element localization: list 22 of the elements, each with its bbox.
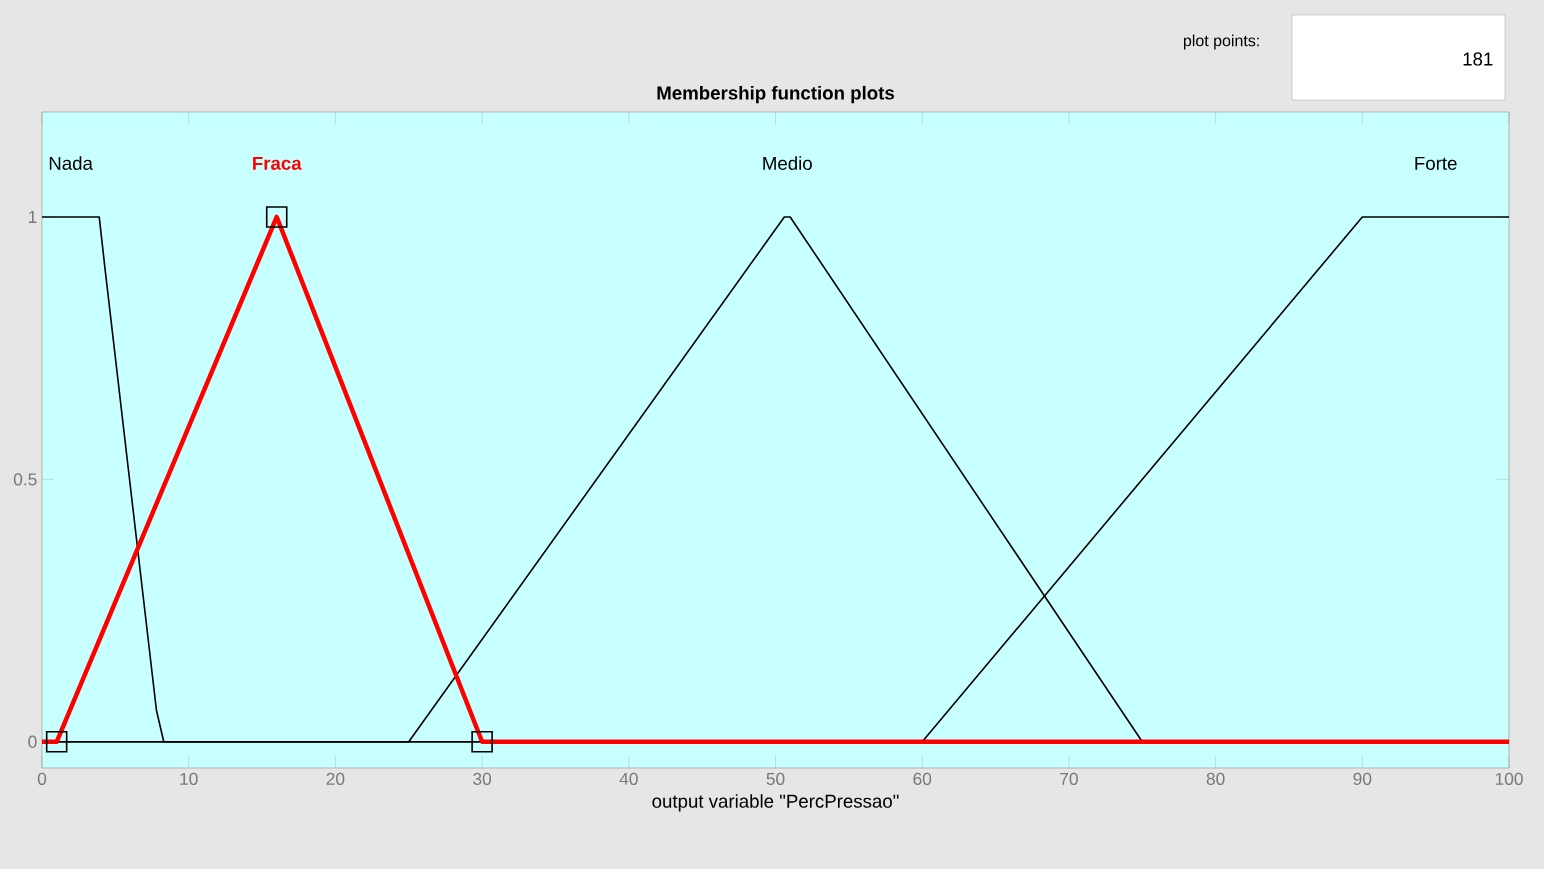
- x-axis-title: output variable "PercPressao": [652, 794, 899, 812]
- x-tick-label: 100: [1495, 772, 1523, 785]
- text: 181: [1463, 52, 1493, 66]
- x-tick-label: 40: [619, 772, 638, 785]
- x-tick-label: 20: [326, 772, 345, 785]
- x-tick-label: 30: [473, 772, 492, 785]
- x-tick-label: 70: [1060, 772, 1078, 785]
- x-tick-label: 90: [1353, 772, 1372, 785]
- text: Medio: [763, 156, 812, 170]
- x-tick-label: 80: [1206, 772, 1225, 785]
- x-tick-label: 50: [766, 772, 785, 785]
- y-tick-label: 0.5: [13, 473, 37, 486]
- text: plot points:: [1183, 34, 1259, 50]
- y-tick-label: 1: [28, 211, 37, 223]
- text: Forte: [1415, 156, 1457, 170]
- text: Fraca: [253, 156, 302, 170]
- text: Nada: [49, 156, 93, 170]
- x-tick-label: 10: [180, 772, 198, 785]
- x-tick-label: 0: [37, 772, 47, 785]
- y-tick-label: 0: [28, 735, 37, 748]
- x-tick-label: 60: [913, 772, 932, 785]
- chart-title: Membership function plots: [657, 85, 895, 104]
